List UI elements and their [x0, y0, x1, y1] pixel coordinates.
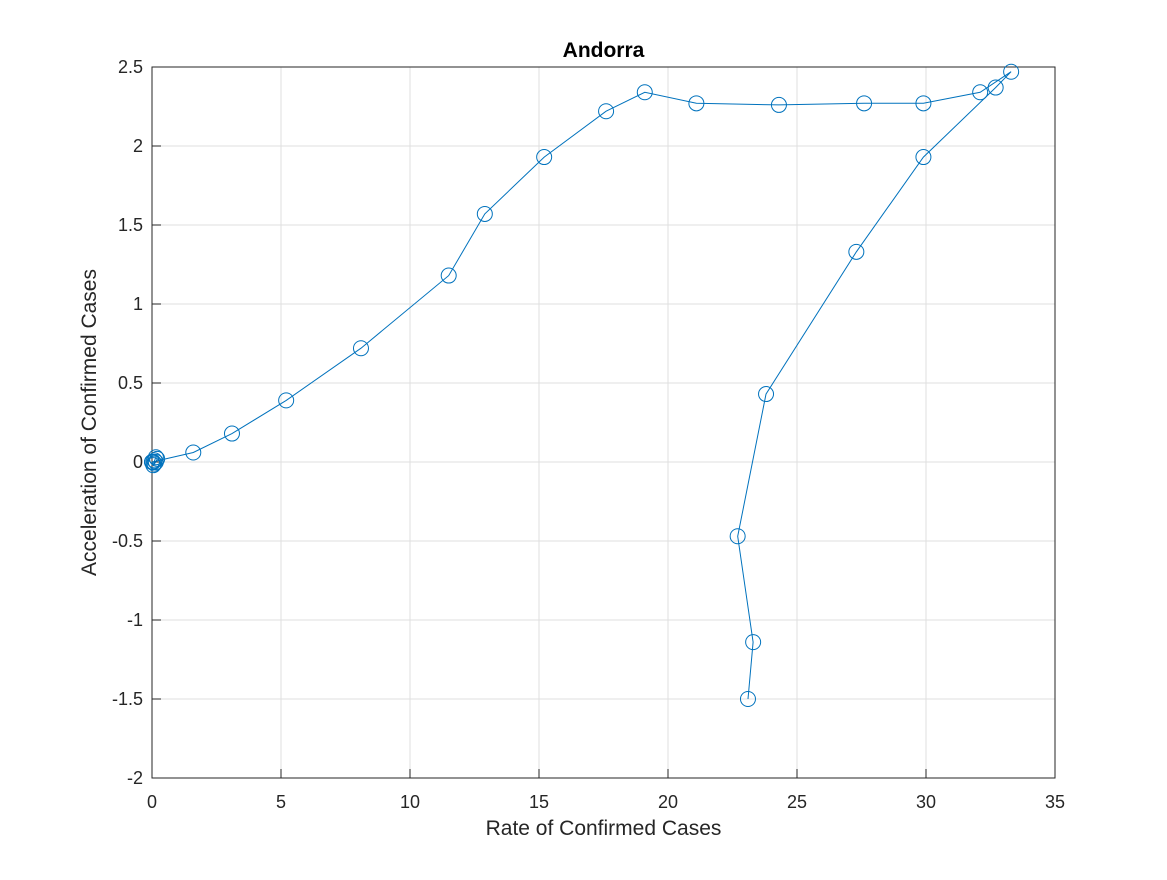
data-point-marker [739, 691, 756, 707]
chart-title: Andorra [563, 39, 645, 62]
data-point-marker [144, 454, 160, 470]
y-tick-label: 1.5 [118, 215, 143, 235]
y-tick-label: 0 [133, 452, 143, 472]
y-tick-label: 2 [133, 136, 143, 156]
data-point-marker [745, 634, 762, 651]
data-point-marker [476, 205, 493, 222]
x-tick-label: 15 [529, 792, 549, 812]
data-point-marker [915, 149, 932, 166]
data-point-marker [770, 96, 787, 113]
x-tick-label: 20 [658, 792, 678, 812]
grid [151, 66, 1056, 779]
axis-ticks: 0 5 10 15 20 25 30 35 -2 -1.5 -1 -0.5 0 0.5 1 1.5 2 2.5 [112, 57, 1065, 812]
data-point-marker [440, 267, 457, 284]
data-point-marker [848, 243, 865, 260]
x-axis-label: Rate of Confirmed Cases [486, 817, 722, 840]
data-point-marker [149, 450, 166, 467]
y-tick-label: 0.5 [118, 373, 143, 393]
data-point-marker [185, 444, 202, 461]
y-tick-label: -1.5 [112, 689, 143, 709]
data-point-marker [146, 455, 163, 472]
x-tick-label: 25 [787, 792, 807, 812]
x-tick-label: 10 [400, 792, 420, 812]
data-point-marker [729, 528, 746, 545]
data-point-marker [758, 386, 775, 403]
y-tick-label: 2.5 [118, 57, 143, 77]
data-point-marker [688, 95, 705, 112]
data-point-marker [223, 425, 240, 442]
y-tick-label: 1 [133, 294, 143, 314]
data-point-marker [146, 452, 163, 469]
data-point-marker [915, 95, 932, 112]
x-tick-label: 30 [916, 792, 936, 812]
data-point-marker [147, 449, 164, 466]
y-tick-label: -0.5 [112, 531, 143, 551]
data-point-marker [536, 149, 553, 166]
y-tick-label: -2 [127, 768, 143, 788]
data-point-marker [352, 340, 369, 357]
y-tick-label: -1 [127, 610, 143, 630]
data-point-marker [987, 79, 1004, 96]
plot-area-frame [151, 66, 1056, 779]
data-point-marker [636, 84, 653, 101]
data-point-marker [598, 103, 615, 120]
data-point-marker [1003, 63, 1020, 80]
x-tick-label: 0 [147, 792, 157, 812]
x-tick-label: 35 [1045, 792, 1065, 812]
data-point-marker [972, 84, 989, 101]
series [144, 63, 1020, 707]
data-point-marker [856, 95, 873, 112]
series-line [151, 71, 1012, 700]
data-point-marker [278, 392, 295, 409]
x-tick-label: 5 [276, 792, 286, 812]
y-axis-label: Acceleration of Confirmed Cases [78, 269, 101, 576]
